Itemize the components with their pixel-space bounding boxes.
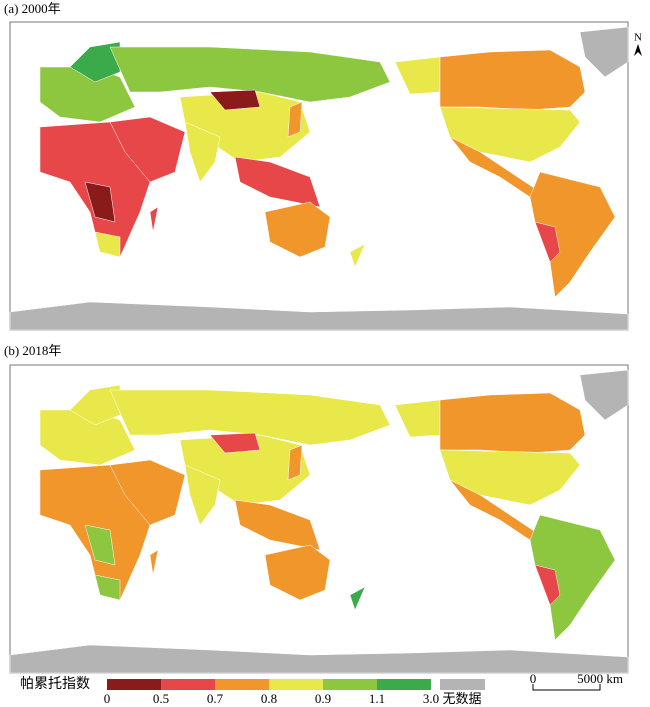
legend-swatch [107, 679, 161, 690]
north-arrow-icon [634, 44, 642, 56]
region [234, 499, 321, 551]
panel-title: (b) 2018年 [4, 343, 61, 358]
region [109, 389, 391, 446]
region [84, 524, 116, 566]
region [149, 549, 159, 576]
map-panel [9, 21, 629, 331]
region [94, 231, 121, 258]
region [209, 89, 261, 111]
scale-label: 0 [530, 671, 537, 686]
legend-tick-label: 0 [104, 691, 111, 706]
legend-tick-label: 0.7 [207, 691, 224, 706]
legend-tick-label: 0.9 [315, 691, 331, 706]
region [184, 464, 221, 526]
legend-swatch [377, 679, 431, 690]
legend-tick-label: 3.0 [423, 691, 439, 706]
legend-tick-label: 0.8 [261, 691, 277, 706]
region [287, 101, 303, 138]
region [287, 444, 303, 481]
legend: 0 0.5 0.7 0.8 0.9 1.1 3.0 [104, 679, 439, 706]
region [439, 49, 586, 111]
region [234, 156, 321, 208]
legend-title: 帕累托指数 [20, 676, 90, 692]
legend-swatch [323, 679, 377, 690]
scale-bar [532, 684, 601, 691]
no-data-swatch [440, 679, 485, 690]
scale-label: 5000 km [577, 671, 623, 686]
north-arrow: N [634, 32, 642, 44]
legend-swatch [269, 679, 323, 690]
legend-swatch [161, 679, 215, 690]
land [9, 26, 629, 331]
legend-swatch [215, 679, 269, 690]
no-data-label: 无数据 [442, 691, 481, 706]
region [349, 243, 366, 268]
region [209, 432, 261, 454]
region [9, 301, 629, 331]
region [534, 221, 561, 263]
region [529, 514, 616, 641]
region [109, 46, 391, 103]
region [534, 564, 561, 606]
land [9, 369, 629, 674]
region [579, 26, 629, 78]
region [94, 574, 121, 601]
region [439, 392, 586, 454]
region [579, 369, 629, 421]
region [264, 201, 331, 258]
region [349, 586, 366, 611]
region [84, 181, 116, 223]
region [264, 544, 331, 601]
map-panel [9, 364, 629, 674]
legend-tick-label: 1.1 [369, 691, 385, 706]
region [184, 121, 221, 183]
region [149, 206, 159, 233]
legend-tick-label: 0.5 [153, 691, 169, 706]
panel-title: (a) 2000年 [4, 1, 61, 16]
region [9, 644, 629, 674]
region [529, 171, 616, 298]
